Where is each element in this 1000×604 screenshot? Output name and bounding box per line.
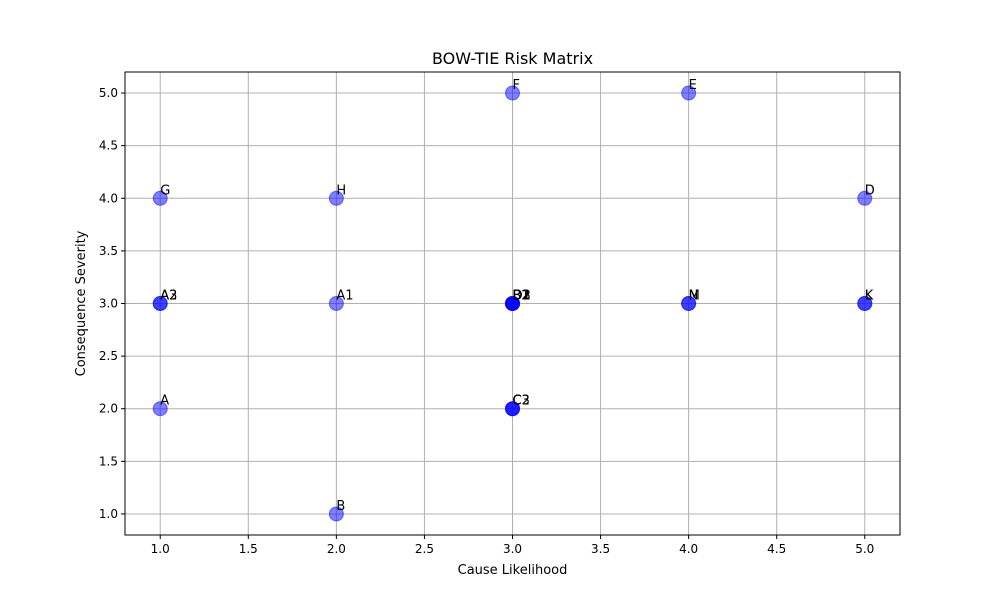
data-point: [505, 85, 520, 101]
data-point-label: M: [689, 289, 700, 304]
data-point-label: L: [865, 289, 873, 304]
y-tick-label: 4.5: [99, 139, 118, 153]
data-point-label: D: [865, 183, 875, 198]
data-point-label: B: [336, 499, 345, 514]
ticks-layer: 1.0 1.5 2.0 2.5 3.0 3.5 4.0 4.5 5.0 1.0 1.5 2.0 2.5 3…: [99, 86, 874, 556]
y-tick-label: 1.0: [99, 507, 118, 521]
data-point: [505, 401, 520, 417]
data-point: [681, 296, 697, 311]
x-tick-label: 3.5: [591, 542, 610, 556]
y-tick-label: 2.5: [99, 349, 118, 363]
y-tick-label: 1.5: [99, 454, 118, 468]
data-point-label: D3: [513, 289, 531, 304]
y-tick-label: 2.0: [99, 402, 118, 416]
y-tick-label: 5.0: [99, 86, 118, 100]
data-point-label: D1: [513, 289, 531, 304]
data-point: [857, 190, 873, 206]
y-tick-label: 3.0: [99, 297, 118, 311]
data-point: [681, 85, 697, 101]
data-point-label: F: [513, 78, 520, 93]
data-point-label: N: [689, 289, 699, 304]
x-tick-label: 1.5: [239, 542, 258, 556]
data-point-label: B2: [513, 289, 530, 304]
data-point-label: E: [689, 78, 697, 93]
data-point-label: G: [160, 183, 170, 198]
x-tick-label: 5.0: [855, 542, 874, 556]
data-point: [152, 401, 168, 417]
data-point-label: A: [160, 394, 169, 409]
data-point: [152, 190, 168, 206]
data-point: [505, 296, 520, 311]
data-point: [328, 296, 344, 311]
data-point: [152, 296, 168, 311]
data-point-label: A2: [160, 289, 177, 304]
data-point-label: H: [336, 183, 346, 198]
data-point: [857, 296, 873, 311]
x-tick-label: 2.0: [327, 542, 346, 556]
y-axis-label: Consequence Severity: [74, 230, 89, 376]
x-tick-label: 4.0: [679, 542, 698, 556]
x-tick-label: 1.0: [151, 542, 170, 556]
x-tick-label: 2.5: [415, 542, 434, 556]
data-point-label: A1: [336, 289, 353, 304]
x-tick-label: 3.0: [503, 542, 522, 556]
data-point: [328, 190, 344, 206]
chart-title: BOW-TIE Risk Matrix: [432, 49, 593, 68]
y-tick-label: 3.5: [99, 244, 118, 258]
data-point-label: D2: [513, 289, 531, 304]
x-tick-label: 4.5: [767, 542, 786, 556]
y-tick-label: 4.0: [99, 191, 118, 205]
data-point-label: C: [513, 394, 522, 409]
data-point-label: C2: [513, 394, 530, 409]
x-axis-label: Cause Likelihood: [458, 563, 568, 578]
points-layer: [152, 85, 873, 522]
data-point-label: A3: [160, 289, 177, 304]
data-point-label: K: [865, 289, 874, 304]
data-point: [328, 506, 344, 522]
data-point-label: C3: [513, 394, 530, 409]
data-point-label: B1: [513, 289, 530, 304]
